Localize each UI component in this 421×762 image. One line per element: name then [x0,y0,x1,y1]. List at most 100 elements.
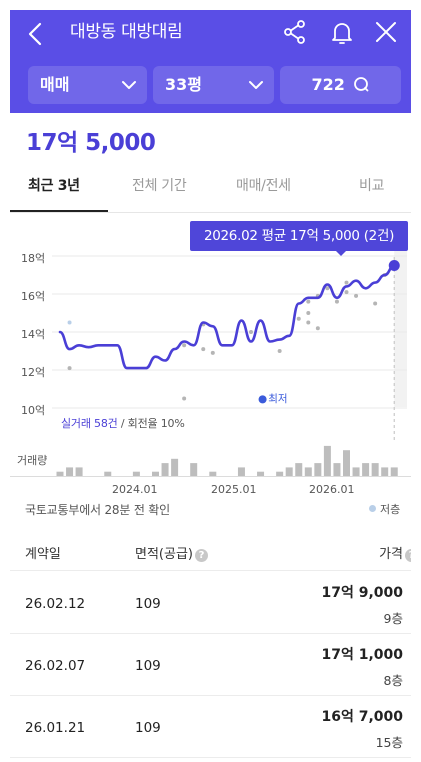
volume-bar [343,450,350,476]
row-area: 109 [135,596,161,612]
transaction-dot [67,366,72,371]
transaction-dot [306,311,311,315]
price-line [58,264,396,370]
volume-bar [333,463,341,476]
deal-type-label: 매매 [40,75,70,94]
volume-bar [190,463,198,476]
data-source: 국토교통부에서 28분 전 확인 [25,503,170,517]
y-tick-label: 18억 [21,252,46,265]
y-tick-label: 12억 [21,366,46,379]
active-tab-indicator [10,210,108,212]
volume-bar [295,463,303,476]
volume-bar [371,463,379,476]
chevron-down-icon [249,81,263,89]
tab-recent-3y[interactable]: 최근 3년 [28,178,80,194]
table-row[interactable]: 26.01.21 109 16억 7,000 15층 [10,696,411,758]
row-date: 26.02.07 [25,658,86,674]
price-chart-svg [10,251,411,477]
area-label: 33평 [165,75,202,94]
latest-price-point [388,260,400,271]
current-price: 17억 5,000 [26,130,156,156]
lowest-marker-label: ● 최저 [258,393,288,405]
volume-bar [257,471,265,476]
transaction-dot [249,330,253,334]
row-price: 16억 7,000 [321,709,403,725]
table-row[interactable]: 26.02.07 109 17억 1,000 8층 [10,634,411,696]
transaction-dot [344,280,349,285]
transaction-dot [306,299,311,304]
transaction-dot [325,286,330,291]
x-tick-label: 2026.01 [309,483,355,496]
tab-compare[interactable]: 비교 [359,178,385,194]
transaction-dot [201,347,206,352]
row-price: 17억 9,000 [321,585,403,601]
row-date: 26.01.21 [25,720,86,736]
deal-count: 실거래 58건 [61,417,118,430]
x-tick-label: 2024.01 [112,483,158,496]
volume-bar [75,467,83,476]
chart-stats: 실거래 58건 / 회전율 10% [61,415,185,431]
transaction-dot [373,301,378,306]
back-arrow-icon[interactable] [24,21,46,47]
table-row[interactable]: 26.02.12 109 17억 9,000 9층 [10,572,411,634]
transaction-dot [315,326,320,331]
volume-bar [104,471,112,476]
comments-button[interactable]: 722 [280,66,401,104]
table-header: 계약일 면적(공급)? 가격? [10,537,411,571]
row-area: 109 [135,720,161,736]
low-floor-legend: 저층 [369,501,400,517]
volume-bar [285,467,293,476]
price-chart[interactable]: 2026.02 평균 17억 5,000 (2건) 18억 16억 14억 12… [10,215,411,496]
chevron-down-icon [122,81,136,89]
close-icon[interactable] [373,19,399,45]
volume-bar [209,471,217,476]
volume-bar [314,463,322,476]
deal-type-dropdown[interactable]: 매매 [28,66,147,104]
turnover-rate: / 회전율 10% [117,417,185,430]
chart-tooltip-pointer [336,251,346,256]
transaction-dot [67,320,72,325]
volume-bar [66,467,74,476]
transaction-dot [334,299,339,304]
volume-bar [362,463,370,476]
row-floor: 15층 [375,735,403,750]
header-area-wrap: 면적(공급)? [135,543,208,562]
volume-bar [56,471,64,476]
help-icon[interactable]: ? [405,549,411,562]
page-title: 대방동 대방대림 [70,22,183,42]
header-date: 계약일 [25,547,61,562]
share-icon[interactable] [282,19,308,45]
app-frame: 대방동 대방대림 매매 33평 722 [10,10,411,760]
transaction-dot [354,293,359,298]
header-price-wrap: 가격? [379,543,411,562]
row-date: 26.02.12 [25,596,86,612]
volume-bar [161,463,169,476]
transaction-dot [296,316,301,321]
volume-bar [304,467,312,476]
help-icon[interactable]: ? [194,549,208,562]
period-tabs: 최근 3년 전체 기간 매매/전세 비교 [10,169,411,213]
transaction-dot [210,350,215,355]
header-price: 가격 [379,547,403,562]
header-area: 면적(공급) [135,547,193,562]
transaction-dot [344,290,349,295]
volume-bar [352,467,360,476]
volume-bar [132,471,140,476]
volume-bar [152,471,159,476]
chart-tooltip: 2026.02 평균 17억 5,000 (2건) [190,221,408,251]
tab-all-period[interactable]: 전체 기간 [132,178,187,194]
comment-bubble-icon [354,77,369,92]
volume-bar [323,445,331,476]
bell-icon[interactable] [329,19,355,45]
tab-sale-jeonse[interactable]: 매매/전세 [236,178,291,194]
current-period-shade [394,251,407,407]
row-floor: 8층 [383,673,403,688]
transaction-dot [182,396,187,401]
y-tick-label: 14억 [21,328,46,341]
y-tick-label: 10억 [21,404,46,417]
area-dropdown[interactable]: 33평 [153,66,274,104]
x-tick-label: 2025.01 [211,483,257,496]
volume-bar [237,467,245,476]
low-floor-dot [369,505,376,512]
lowest-label-text: 최저 [268,393,288,405]
